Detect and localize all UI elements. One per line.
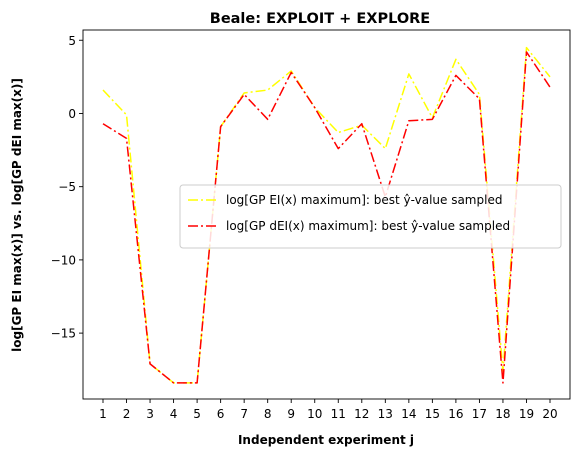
legend-label-1: log[GP EI(x) maximum]: best ŷ-value samp… <box>226 193 502 207</box>
x-tick-label-6: 6 <box>217 407 225 421</box>
x-tick-label-13: 13 <box>378 407 393 421</box>
x-tick-label-14: 14 <box>401 407 416 421</box>
legend: log[GP EI(x) maximum]: best ŷ-value samp… <box>179 184 562 249</box>
y-tick-label-4: −15 <box>51 327 76 341</box>
x-tick-label-11: 11 <box>331 407 346 421</box>
y-tick-label-1: 0 <box>68 107 76 121</box>
x-tick-label-2: 2 <box>123 407 131 421</box>
y-tick-label-2: −5 <box>58 180 76 194</box>
series-line-1 <box>102 46 551 384</box>
x-tick-label-4: 4 <box>170 407 178 421</box>
legend-label-2: log[GP dEI(x) maximum]: best ŷ-value sam… <box>226 219 510 233</box>
x-tick-label-12: 12 <box>354 407 369 421</box>
x-tick-label-5: 5 <box>193 407 201 421</box>
x-tick-label-17: 17 <box>472 407 487 421</box>
series-line-2 <box>102 51 551 384</box>
x-tick-label-8: 8 <box>264 407 272 421</box>
legend-box <box>179 184 562 249</box>
x-tick-label-19: 19 <box>519 407 534 421</box>
x-tick-label-3: 3 <box>146 407 154 421</box>
x-tick-label-18: 18 <box>495 407 510 421</box>
x-tick-label-7: 7 <box>240 407 248 421</box>
x-tick-label-15: 15 <box>425 407 440 421</box>
y-axis-label: log[GP EI max(x)] vs. log[GP dEI max(x)] <box>10 78 24 352</box>
x-tick-label-9: 9 <box>287 407 295 421</box>
y-tick-label-0: 5 <box>68 34 76 48</box>
x-axis-label: Independent experiment j <box>238 433 414 447</box>
chart-title: Beale: EXPLOIT + EXPLORE <box>210 11 430 27</box>
x-tick-label-1: 1 <box>99 407 107 421</box>
x-tick-label-20: 20 <box>542 407 557 421</box>
plot-frame <box>82 29 571 400</box>
x-tick-label-16: 16 <box>448 407 463 421</box>
x-tick-label-10: 10 <box>307 407 322 421</box>
plot-area: 1 2 3 4 5 6 7 8 9 10 11 12 13 14 15 16 17 18 19 2050−5−10−1… <box>51 29 571 421</box>
y-tick-label-3: −10 <box>51 253 76 267</box>
